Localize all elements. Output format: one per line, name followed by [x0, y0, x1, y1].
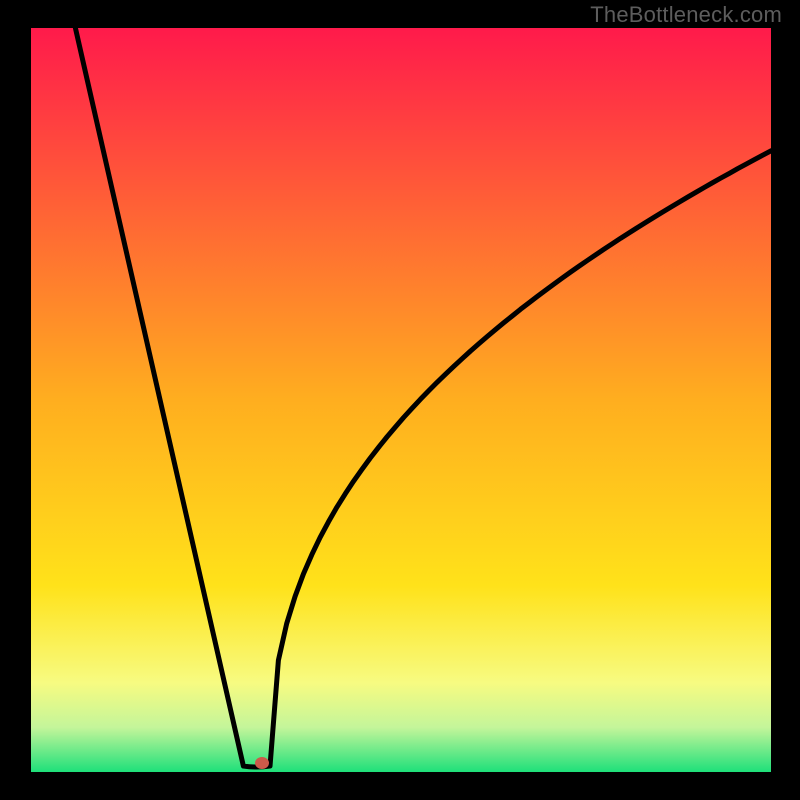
- plot-area: [31, 28, 771, 772]
- chart-container: TheBottleneck.com: [0, 0, 800, 800]
- bottleneck-curve: [75, 28, 771, 767]
- optimum-marker: [255, 757, 269, 769]
- watermark-text: TheBottleneck.com: [590, 2, 782, 28]
- curve-svg: [31, 28, 771, 772]
